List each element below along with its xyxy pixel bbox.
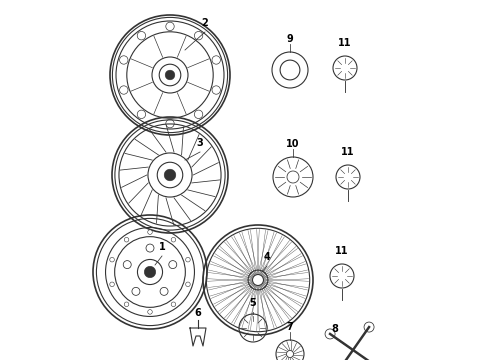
Circle shape: [166, 120, 174, 128]
Circle shape: [144, 266, 156, 278]
Circle shape: [164, 169, 176, 181]
Text: 3: 3: [196, 138, 203, 148]
Text: 9: 9: [287, 34, 294, 44]
Text: 5: 5: [249, 298, 256, 308]
Circle shape: [252, 274, 264, 285]
Circle shape: [171, 302, 176, 307]
Circle shape: [146, 244, 154, 252]
Text: 1: 1: [159, 242, 166, 252]
Circle shape: [132, 287, 140, 295]
Text: 10: 10: [286, 139, 300, 149]
Circle shape: [147, 310, 152, 314]
Circle shape: [165, 70, 175, 80]
Text: 4: 4: [264, 252, 270, 262]
Circle shape: [110, 282, 114, 287]
Circle shape: [171, 238, 176, 242]
Circle shape: [287, 351, 294, 357]
Text: 11: 11: [341, 147, 355, 157]
Circle shape: [124, 302, 129, 307]
Circle shape: [147, 230, 152, 234]
Text: 11: 11: [338, 38, 352, 48]
Circle shape: [195, 110, 203, 118]
Circle shape: [364, 322, 374, 332]
Circle shape: [186, 257, 190, 262]
Text: 11: 11: [335, 246, 349, 256]
Circle shape: [325, 329, 335, 339]
Circle shape: [287, 171, 299, 183]
Circle shape: [110, 257, 114, 262]
Circle shape: [120, 86, 128, 94]
Text: 2: 2: [201, 18, 208, 28]
Text: 7: 7: [287, 322, 294, 332]
Text: 8: 8: [332, 324, 339, 334]
Circle shape: [137, 110, 146, 118]
Circle shape: [212, 86, 220, 94]
Circle shape: [124, 238, 129, 242]
Text: 6: 6: [195, 308, 201, 318]
Circle shape: [169, 261, 177, 269]
Circle shape: [160, 287, 168, 295]
Circle shape: [123, 261, 131, 269]
Circle shape: [120, 56, 128, 64]
Circle shape: [166, 22, 174, 31]
Circle shape: [186, 282, 190, 287]
Circle shape: [280, 60, 300, 80]
Circle shape: [212, 56, 220, 64]
Circle shape: [195, 31, 203, 40]
Circle shape: [137, 31, 146, 40]
